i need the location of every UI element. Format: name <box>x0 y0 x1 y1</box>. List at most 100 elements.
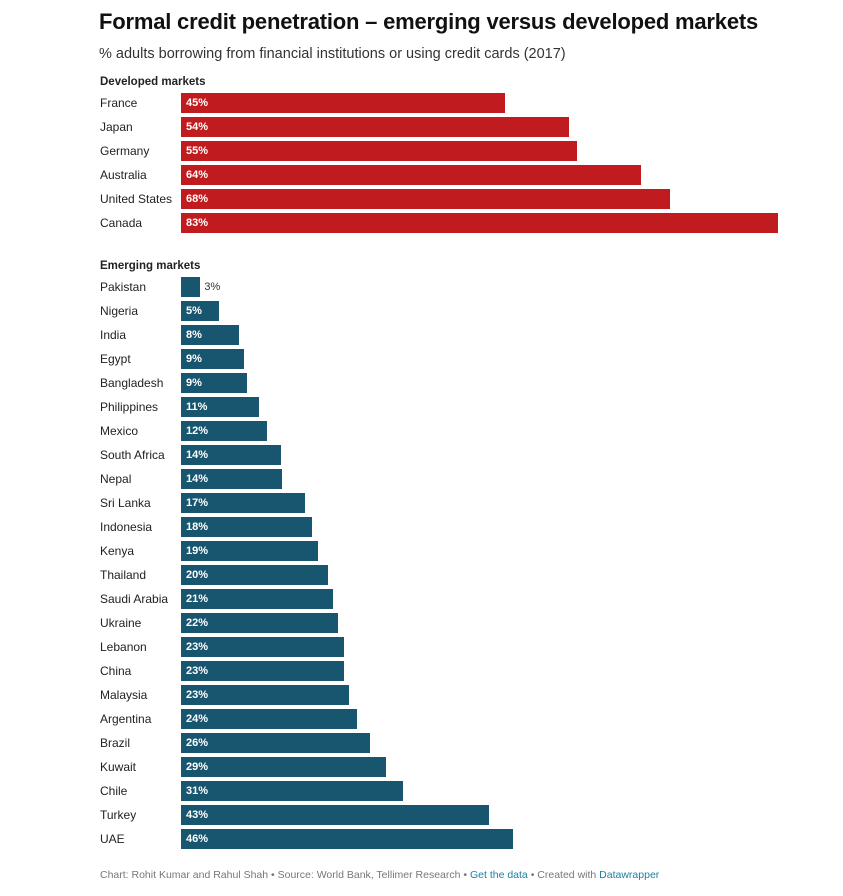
category-label: Canada <box>100 216 143 230</box>
bar <box>181 613 338 633</box>
category-label: Pakistan <box>100 280 147 294</box>
separator: • <box>460 869 470 881</box>
category-label: Germany <box>100 144 150 158</box>
category-label: Brazil <box>100 736 131 750</box>
data-label: 55% <box>186 145 209 157</box>
chart-footer: Chart: Rohit Kumar and Rahul Shah • Sour… <box>100 869 659 881</box>
bar <box>181 685 349 705</box>
data-label: 3% <box>204 281 221 293</box>
data-label: 8% <box>186 329 202 341</box>
data-label: 23% <box>186 665 209 677</box>
chart-subtitle: % adults borrowing from financial instit… <box>99 46 566 62</box>
data-label: 12% <box>186 425 209 437</box>
bar <box>181 589 333 609</box>
chart-title: Formal credit penetration – emerging ver… <box>99 9 759 34</box>
data-label: 26% <box>186 737 209 749</box>
category-label: Sri Lanka <box>100 496 151 510</box>
data-label: 9% <box>186 353 202 365</box>
category-label: Saudi Arabia <box>100 592 169 606</box>
bar <box>181 349 245 369</box>
category-label: UAE <box>100 832 125 846</box>
bar <box>181 373 248 393</box>
data-label: 45% <box>186 97 209 109</box>
category-label: Thailand <box>100 568 147 582</box>
bar <box>181 165 642 185</box>
data-label: 21% <box>186 593 209 605</box>
category-label: Philippines <box>100 400 159 414</box>
bar <box>181 277 201 297</box>
bar <box>181 301 220 321</box>
bar <box>181 189 671 209</box>
bar <box>181 93 505 113</box>
category-label: Chile <box>100 784 128 798</box>
data-label: 18% <box>186 521 209 533</box>
separator: • <box>527 869 538 881</box>
category-label: Lebanon <box>100 640 147 654</box>
bar <box>181 565 328 585</box>
bar <box>181 397 260 417</box>
category-label: Bangladesh <box>100 376 164 390</box>
bar <box>181 781 404 801</box>
data-label: 9% <box>186 377 202 389</box>
category-label: Argentina <box>100 712 152 726</box>
category-label: Japan <box>100 120 133 134</box>
category-label: Nepal <box>100 472 132 486</box>
bar <box>181 637 344 657</box>
bar <box>181 445 281 465</box>
bar <box>181 469 282 489</box>
bar <box>181 661 344 681</box>
category-label: Indonesia <box>100 520 153 534</box>
separator: • <box>268 869 278 881</box>
data-label: 54% <box>186 121 209 133</box>
data-label: 11% <box>186 401 208 413</box>
category-label: Egypt <box>100 352 131 366</box>
bar <box>181 829 513 849</box>
bar <box>181 325 239 345</box>
bar <box>181 213 778 233</box>
chart-credit: Chart: Rohit Kumar and Rahul Shah <box>100 869 269 881</box>
data-label: 14% <box>186 449 209 461</box>
data-label: 29% <box>186 761 209 773</box>
data-label: 23% <box>186 689 209 701</box>
category-label: South Africa <box>100 448 165 462</box>
data-label: 19% <box>186 545 209 557</box>
bar <box>181 805 489 825</box>
category-label: Kuwait <box>100 760 137 774</box>
bar <box>181 733 371 753</box>
category-label: Australia <box>100 168 147 182</box>
get-the-data-link[interactable]: Get the data <box>469 869 528 881</box>
bar <box>181 421 267 441</box>
data-label: 24% <box>186 713 209 725</box>
source-text: Source: World Bank, Tellimer Research <box>277 869 461 881</box>
data-label: 64% <box>186 169 209 181</box>
group-title: Developed markets <box>100 76 206 88</box>
category-label: India <box>100 328 127 342</box>
created-with-text: Created with <box>537 869 600 881</box>
data-label: 22% <box>186 617 209 629</box>
category-label: Kenya <box>100 544 135 558</box>
category-label: Malaysia <box>100 688 148 702</box>
bar <box>181 493 305 513</box>
category-label: United States <box>100 192 173 206</box>
category-label: Turkey <box>100 808 137 822</box>
category-label: France <box>100 96 138 110</box>
bar <box>181 117 570 137</box>
bar <box>181 757 386 777</box>
bar <box>181 517 312 537</box>
data-label: 23% <box>186 641 209 653</box>
data-label: 68% <box>186 193 209 205</box>
data-label: 83% <box>186 217 209 229</box>
group-title: Emerging markets <box>100 260 201 272</box>
category-label: China <box>100 664 132 678</box>
data-label: 46% <box>186 833 209 845</box>
data-label: 14% <box>186 473 209 485</box>
category-label: Mexico <box>100 424 139 438</box>
data-label: 43% <box>186 809 209 821</box>
datawrapper-link[interactable]: Datawrapper <box>599 869 660 881</box>
category-label: Ukraine <box>100 616 142 630</box>
data-label: 5% <box>186 305 202 317</box>
data-label: 31% <box>186 785 209 797</box>
category-label: Nigeria <box>100 304 139 318</box>
data-label: 20% <box>186 569 209 581</box>
bar <box>181 141 577 161</box>
